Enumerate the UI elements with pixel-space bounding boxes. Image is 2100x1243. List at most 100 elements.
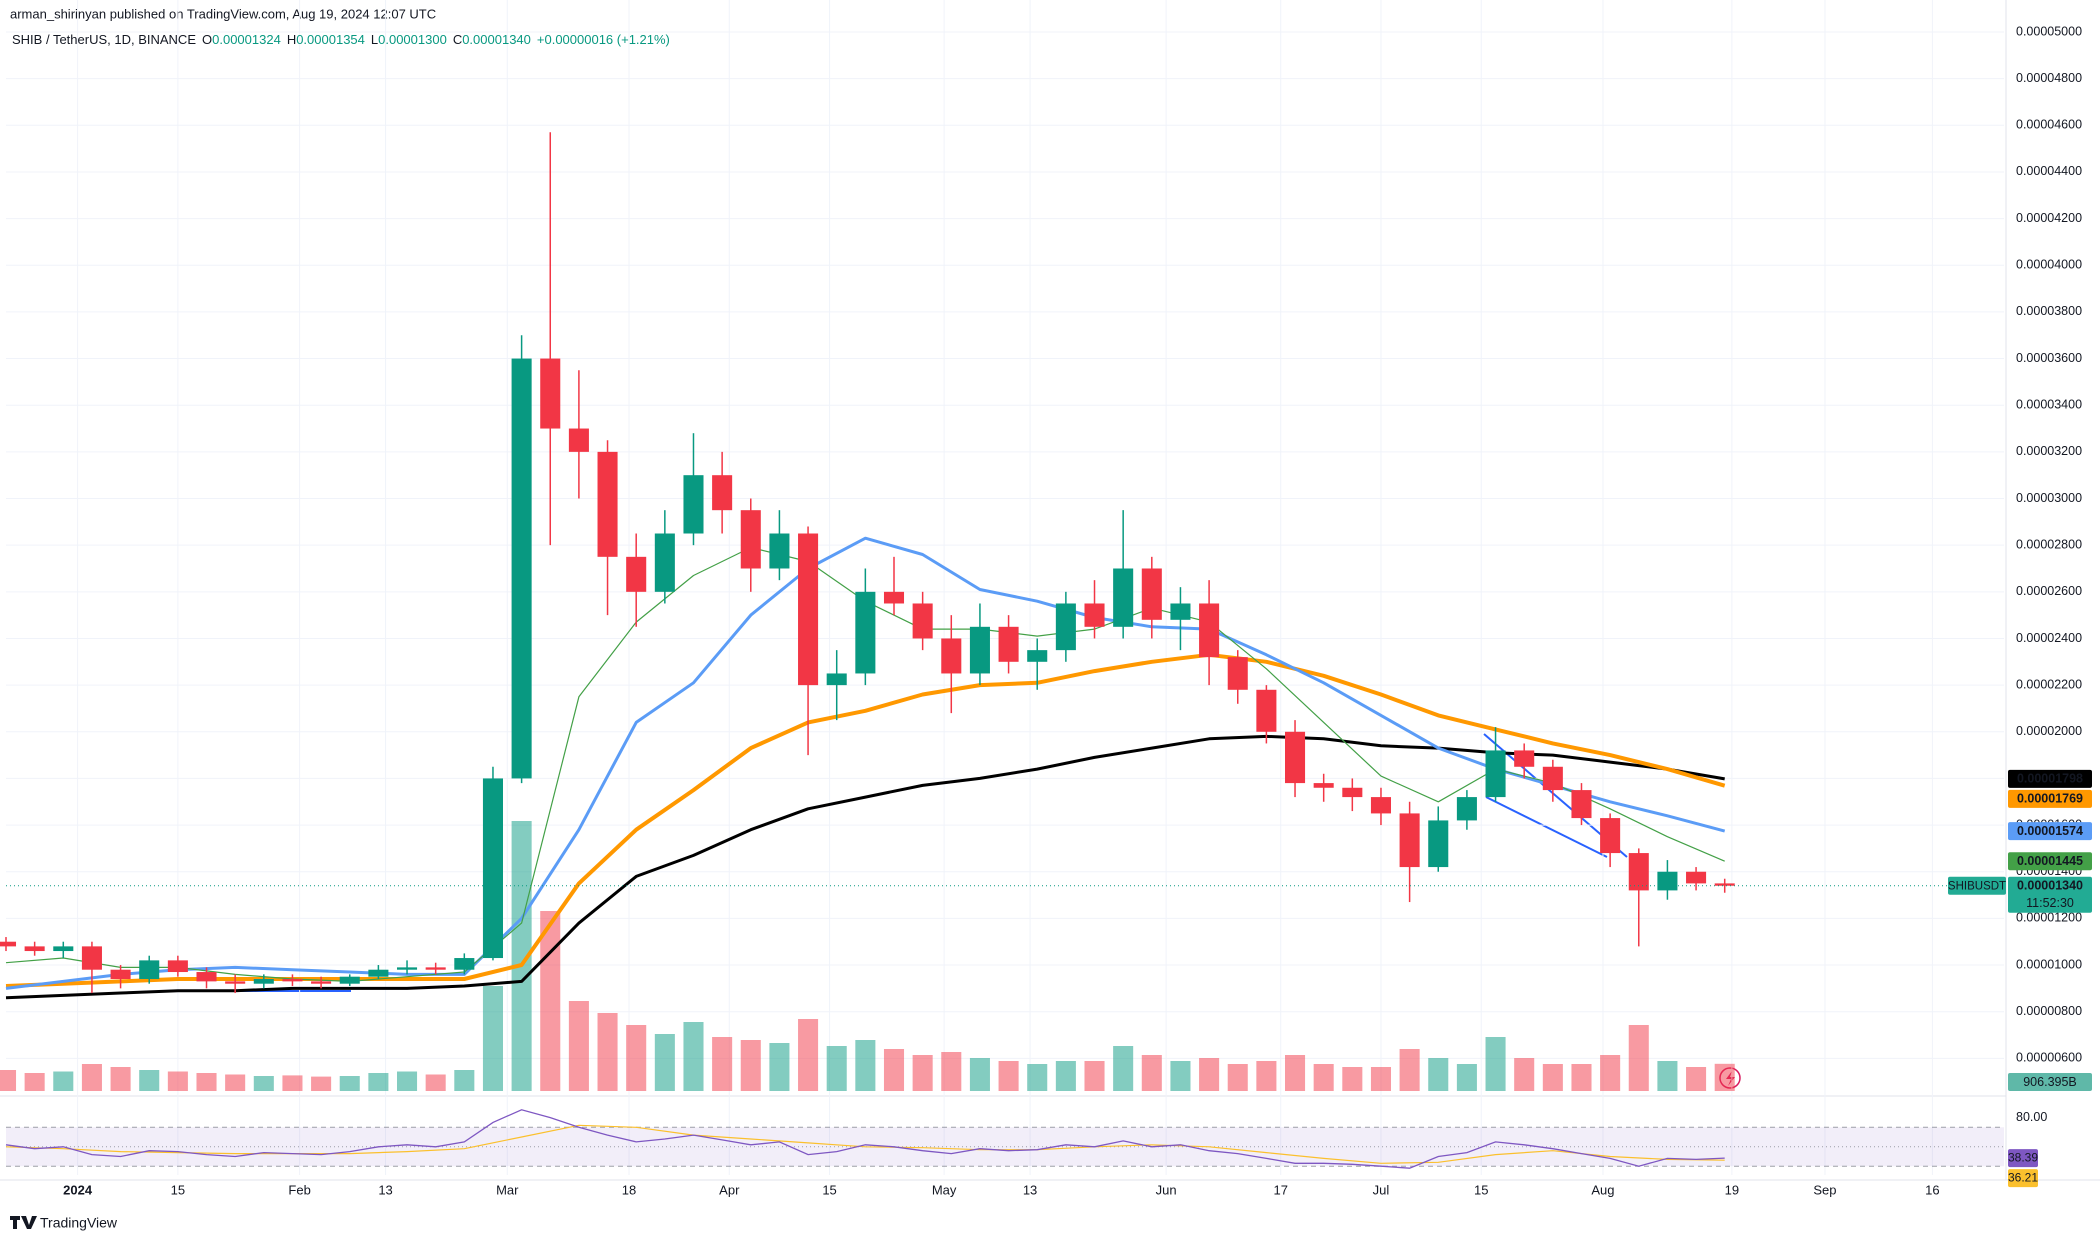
volume-bar: [1141, 1055, 1162, 1091]
volume-bar: [425, 1074, 446, 1091]
moving-average-line: [5, 536, 1726, 990]
candle-body: [425, 967, 446, 970]
volume-bar: [139, 1070, 160, 1091]
candle-body: [1600, 818, 1621, 854]
volume-bar: [1370, 1067, 1391, 1091]
volume-bar: [282, 1075, 303, 1091]
volume-bar: [1628, 1025, 1649, 1091]
candle-body: [397, 967, 418, 970]
volume-bar: [0, 1070, 17, 1091]
legend-value: 0.00001324: [212, 32, 281, 47]
volume-badge-label: 906.395B: [2023, 1075, 2077, 1089]
candle-body: [253, 979, 274, 984]
volume-bar: [81, 1064, 102, 1091]
candle-body: [826, 673, 847, 686]
volume-bar: [1170, 1061, 1191, 1091]
y-tick-label: 0.00003000: [2016, 491, 2082, 505]
footer-brand: TradingView: [40, 1215, 118, 1231]
volume-badge: [2008, 1073, 2092, 1091]
y-tick-label: 0.00003600: [2016, 351, 2082, 365]
drawn-channel: [1485, 796, 1608, 858]
volume-bar: [339, 1076, 360, 1091]
candle-body: [855, 591, 876, 674]
candle-body: [626, 556, 647, 592]
volume-bar: [712, 1037, 733, 1091]
footer-logo: TradingView: [10, 1215, 118, 1231]
candle-body: [482, 778, 503, 959]
ticker-label: SHIBUSDT: [1948, 880, 2006, 892]
price-badge-label: 0.00001574: [2017, 824, 2083, 838]
y-tick-label: 0.00002400: [2016, 631, 2082, 645]
candle-body: [654, 533, 675, 592]
price-badge-label: 0.00001769: [2017, 792, 2083, 806]
candle-body: [712, 475, 733, 511]
volume-bar: [1571, 1064, 1592, 1091]
volume-bar: [1399, 1049, 1420, 1091]
volume-bar: [1285, 1055, 1306, 1091]
volume-bar: [1084, 1061, 1105, 1091]
candle-body: [1313, 783, 1334, 788]
y-tick-label: 0.00003800: [2016, 304, 2082, 318]
volume-bar: [196, 1073, 217, 1091]
volume-bar: [654, 1034, 675, 1091]
volume-bar: [454, 1070, 475, 1091]
volume-bar: [912, 1055, 933, 1091]
volume-bar: [1600, 1055, 1621, 1091]
candle-body: [1399, 813, 1420, 868]
candle-body: [941, 638, 962, 674]
volume-bar: [511, 821, 532, 1091]
candle-body: [1055, 603, 1076, 651]
y-tick-label: 0.00004000: [2016, 258, 2082, 272]
candle-body: [769, 533, 790, 569]
volume-bar: [769, 1043, 790, 1091]
volume-bar: [1657, 1061, 1678, 1091]
candles: [0, 132, 1735, 994]
candle-body: [798, 533, 819, 686]
legend-value: 0.00001354: [296, 32, 365, 47]
candle-body: [110, 969, 131, 980]
y-tick-label: 0.00003400: [2016, 398, 2082, 412]
x-tick-label: 18: [622, 1182, 636, 1197]
candle-body: [740, 510, 761, 569]
volume-bar: [1256, 1061, 1277, 1091]
volume-bar: [1113, 1046, 1134, 1091]
y-tick-label: 0.00000800: [2016, 1004, 2082, 1018]
candle-body: [1141, 568, 1162, 620]
x-tick-label: 17: [1273, 1182, 1287, 1197]
volume-bar: [1428, 1058, 1449, 1091]
volume-bar: [597, 1013, 618, 1091]
volume-bar: [1342, 1067, 1363, 1091]
candle-body: [225, 981, 246, 984]
candle-body: [454, 958, 475, 970]
price-badge-label: 0.00001445: [2017, 854, 2083, 868]
candle-body: [883, 591, 905, 604]
y-tick-label: 0.00004800: [2016, 71, 2082, 85]
y-tick-label: 0.00004400: [2016, 164, 2082, 178]
rsi-badge: [2008, 1149, 2038, 1168]
candle-body: [1113, 568, 1134, 627]
legend-key: L: [371, 32, 378, 47]
candle-body: [81, 946, 102, 970]
y-tick-label: 0.00002000: [2016, 724, 2082, 738]
legend: SHIB / TetherUS, 1D, BINANCE O0.00001324 H…: [12, 32, 670, 47]
candle-body: [1657, 871, 1678, 891]
x-tick-label: 16: [1925, 1182, 1939, 1197]
volume-bar: [568, 1001, 589, 1091]
candle-body: [1199, 603, 1220, 658]
candle-body: [1714, 883, 1735, 886]
legend-symbol: SHIB / TetherUS, 1D, BINANCE: [12, 32, 196, 47]
x-tick-label: 13: [1023, 1182, 1037, 1197]
candle-body: [1542, 766, 1563, 791]
volume-bar: [1199, 1058, 1220, 1091]
volume-bar: [1542, 1064, 1563, 1091]
volume-bar: [368, 1073, 389, 1091]
rsi-badge-label: 38.39: [2008, 1151, 2038, 1165]
legend-key: H: [287, 32, 296, 47]
y-tick-label: 0.00001200: [2016, 911, 2082, 925]
price-badge: [2008, 822, 2092, 841]
candle-body: [597, 451, 618, 557]
volume-bar: [1055, 1061, 1076, 1091]
candle-body: [1170, 603, 1191, 620]
volume-bar: [969, 1058, 990, 1091]
